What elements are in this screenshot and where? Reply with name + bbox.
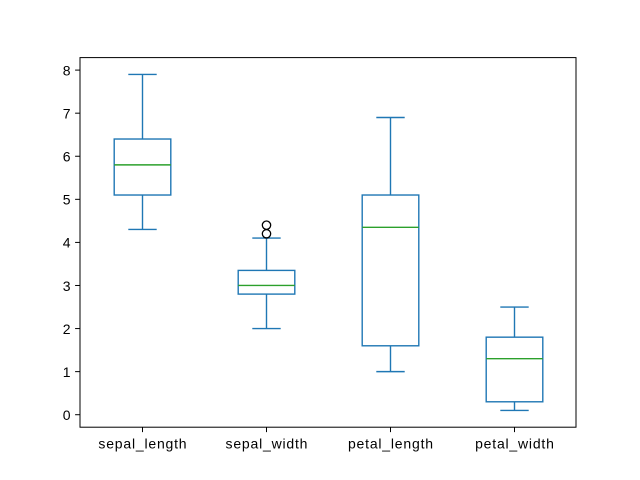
svg-text:sepal_width: sepal_width — [226, 435, 309, 451]
svg-text:sepal_length: sepal_length — [98, 435, 187, 451]
svg-text:2: 2 — [63, 321, 71, 337]
svg-text:0: 0 — [63, 407, 71, 423]
svg-text:petal_width: petal_width — [475, 435, 555, 451]
svg-text:6: 6 — [63, 149, 71, 165]
svg-text:petal_length: petal_length — [348, 435, 434, 451]
svg-text:8: 8 — [63, 62, 71, 78]
svg-text:7: 7 — [63, 105, 71, 121]
svg-text:4: 4 — [63, 235, 71, 251]
svg-text:3: 3 — [63, 278, 71, 294]
svg-text:1: 1 — [63, 364, 71, 380]
svg-text:5: 5 — [63, 192, 71, 208]
